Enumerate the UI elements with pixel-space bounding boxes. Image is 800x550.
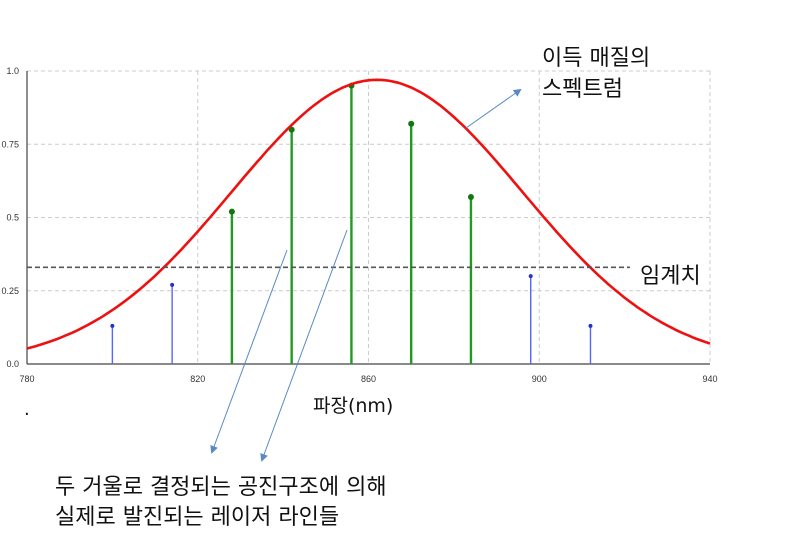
gain-label-line-2: 스펙트럼 bbox=[542, 77, 623, 102]
subthreshold-line-tip bbox=[528, 274, 533, 279]
gain-curve bbox=[26, 78, 711, 350]
y-tick-label: 0.5 bbox=[6, 213, 19, 223]
lines-label-line-1: 두 거울로 결정되는 공진구조에 의해 bbox=[55, 475, 387, 500]
y-tick-label: 0.75 bbox=[1, 139, 19, 149]
x-tick-label: 780 bbox=[19, 374, 34, 384]
gain-label-line-1: 이득 매질의 bbox=[542, 46, 650, 71]
x-tick-label: 940 bbox=[702, 374, 717, 384]
tick-labels: 780 820 860 900 940 0.0 0.25 0.5 0.75 1.0 bbox=[1, 66, 717, 384]
lasing-lines bbox=[228, 82, 474, 364]
lines-label-line-2: 실제로 발진되는 레이저 라인들 bbox=[55, 505, 339, 530]
lines-label-arrow-left bbox=[210, 249, 288, 454]
grid bbox=[27, 70, 711, 364]
y-tick-label: 0.25 bbox=[1, 286, 19, 296]
lasing-line-tip bbox=[467, 193, 474, 200]
subthreshold-line-tip bbox=[110, 323, 115, 328]
lines-label-arrow-right bbox=[260, 229, 348, 462]
y-tick-label: 1.0 bbox=[6, 66, 19, 76]
x-tick-label: 820 bbox=[190, 374, 205, 384]
subthreshold-line-tip bbox=[588, 323, 593, 328]
y-tick-label: 0.0 bbox=[6, 359, 19, 369]
lasing-line-tip bbox=[228, 208, 235, 215]
annotation-arrows bbox=[210, 88, 522, 462]
threshold-label: 임계치 bbox=[640, 264, 701, 289]
x-tick-label: 900 bbox=[532, 374, 547, 384]
x-axis-label: 파장(nm) bbox=[313, 395, 393, 417]
lasing-line-tip bbox=[408, 120, 415, 127]
subthreshold-lines bbox=[110, 274, 593, 364]
axes bbox=[26, 71, 710, 365]
gain-label-arrow bbox=[465, 88, 522, 129]
stray-dot: . bbox=[24, 399, 30, 420]
x-tick-label: 860 bbox=[361, 374, 376, 384]
subthreshold-line-tip bbox=[170, 282, 175, 287]
